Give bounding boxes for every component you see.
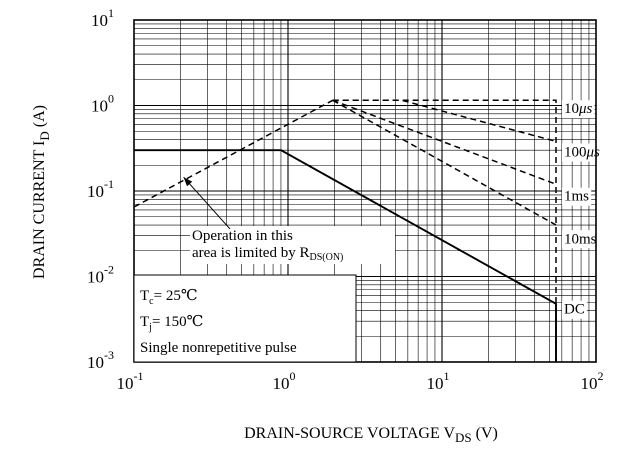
- series-line-2: [332, 99, 557, 185]
- x-tick-labels: 10-1 100 101 102: [117, 369, 604, 393]
- x-tick-label-3: 102: [581, 369, 604, 393]
- y-tick-label-2: 10-1: [87, 177, 114, 201]
- curve-label-4: DC: [564, 302, 585, 318]
- annotation-arrowhead: [183, 177, 193, 187]
- x-axis-title: DRAIN-SOURCE VOLTAGE VDS (V): [244, 425, 498, 445]
- grid-lines: [134, 20, 596, 362]
- y-tick-label-0: 10-3: [87, 348, 114, 372]
- annotation-pointer: [183, 176, 231, 230]
- y-axis-title: DRAIN CURRENT ID (A): [31, 105, 52, 279]
- x-tick-label-2: 101: [427, 369, 450, 393]
- plot-frame: [133, 19, 597, 363]
- condition-tc: Tc= 25℃: [140, 288, 198, 307]
- annotation-background: [190, 226, 395, 264]
- condition-tj: Tj= 150℃: [140, 314, 203, 333]
- y-tick-label-1: 10-2: [87, 263, 114, 287]
- x-tick-label-1: 100: [273, 369, 296, 393]
- curve-label-background: [562, 143, 595, 162]
- curve-label-0: 10μs: [564, 101, 593, 117]
- curve-label-3: 10ms: [564, 231, 597, 247]
- series-line-0: [332, 99, 557, 362]
- curve-label-background: [562, 230, 595, 249]
- y-tick-label-3: 100: [91, 92, 114, 116]
- conditions-box: [133, 274, 357, 363]
- series-line-1: [332, 99, 557, 143]
- curve-label-background: [562, 187, 592, 206]
- curves: [134, 99, 557, 362]
- curve-label-background: [562, 300, 587, 319]
- annotation-line-2: area is limited by RDS(ON): [192, 245, 343, 263]
- curve-label-2: 1ms: [564, 189, 589, 205]
- series-line-3: [332, 99, 557, 226]
- curve-label-background: [562, 100, 595, 119]
- curve-label-1: 100μs: [564, 144, 600, 160]
- condition-pulse: Single nonrepetitive pulse: [140, 340, 297, 356]
- x-tick-label-0: 10-1: [117, 369, 144, 393]
- annotation-line-1: Operation in this: [192, 228, 293, 244]
- y-tick-labels: 10-3 10-2 10-1 100 101: [87, 6, 114, 372]
- curve-labels: 10μs 100μs 1ms 10ms DC: [562, 100, 600, 319]
- y-tick-label-4: 101: [91, 6, 114, 30]
- rds-on-limit-line: [134, 99, 334, 208]
- series-line-4: [134, 149, 557, 362]
